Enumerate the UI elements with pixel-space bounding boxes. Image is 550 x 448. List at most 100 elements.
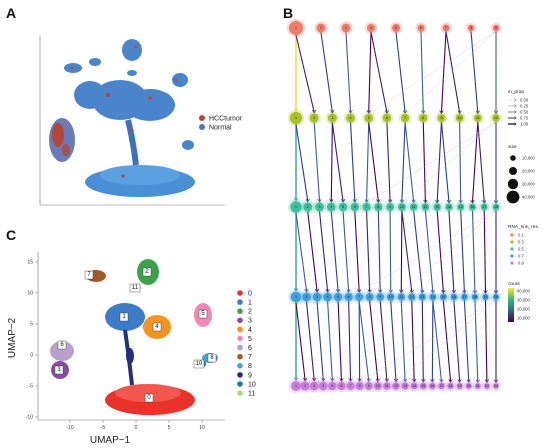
tree-node xyxy=(303,202,313,212)
tree-node-label: 14 xyxy=(412,384,416,388)
tree-edge xyxy=(470,31,479,113)
tree-edge xyxy=(460,210,465,293)
tree-edge-arrow xyxy=(399,199,404,204)
tree-node xyxy=(457,203,465,211)
tree-node-label: 3 xyxy=(319,205,321,209)
tree-edge xyxy=(389,210,392,292)
tree-node-label: 8 xyxy=(377,205,379,209)
tree-node-label: 9 xyxy=(495,26,497,30)
tree-node xyxy=(374,202,383,212)
tree-edge-arrow xyxy=(421,110,426,115)
legend-title-resolution: RNA_snn_res. xyxy=(508,224,539,230)
tree-node-label: 9 xyxy=(389,205,391,209)
tree-node-label: 16 xyxy=(452,295,456,299)
tree-edge-arrow xyxy=(393,378,399,383)
tree-edge-arrow xyxy=(457,110,462,115)
legend-label-cluster-4: 4 xyxy=(248,327,252,334)
tree-node-label: 23 xyxy=(494,384,498,388)
tree-node xyxy=(312,292,322,302)
cluster-label-4: 4 xyxy=(155,324,159,330)
tree-node xyxy=(447,382,454,390)
tree-node-label: 4 xyxy=(322,384,324,388)
tree-edge-arrow xyxy=(441,289,446,294)
tree-node xyxy=(291,381,301,391)
tree-node-label: 13 xyxy=(420,295,424,299)
tree-node-label: 1 xyxy=(295,295,297,299)
cluster-label-3: 3 xyxy=(57,367,61,373)
tree-edge-arrow xyxy=(321,377,326,382)
tree-edge-arrow xyxy=(421,378,426,383)
tree-node xyxy=(309,381,319,391)
legend-swatch-cluster-0 xyxy=(237,290,243,296)
tree-node xyxy=(364,382,373,390)
legend-size-value: 40,000 xyxy=(522,195,535,200)
tree-node-label: 17 xyxy=(462,295,466,299)
tree-edge xyxy=(421,300,424,382)
tree-node xyxy=(437,114,446,122)
tree-edge-arrow xyxy=(448,379,453,383)
tree-node-label: 2 xyxy=(313,116,315,120)
tree-edge xyxy=(436,121,443,202)
cluster-label-11: 11 xyxy=(132,285,139,291)
tree-node xyxy=(439,293,447,301)
tree-edge xyxy=(401,210,413,292)
tree-edge xyxy=(316,301,324,381)
tree-node-label: 20 xyxy=(467,384,471,388)
tree-node xyxy=(315,202,324,212)
tree-node-label: 11 xyxy=(476,116,480,120)
cluster-label-7: 7 xyxy=(87,272,91,278)
x-tick-label: 0 xyxy=(135,425,138,431)
tree-node xyxy=(365,292,374,302)
tree-edge xyxy=(337,301,343,381)
tree-node xyxy=(355,381,364,391)
tree-edge-arrow xyxy=(330,378,335,382)
tree-node xyxy=(456,382,463,390)
tree-node xyxy=(419,113,428,123)
tree-node-label: 8 xyxy=(422,116,424,120)
legend-resolution-value: 0.5 xyxy=(518,247,524,252)
tree-node-label: 2 xyxy=(306,295,308,299)
tree-node xyxy=(469,203,476,211)
tree-node xyxy=(492,114,500,122)
tree-node-label: 3 xyxy=(345,26,347,30)
panel-a-umap-sample: A xyxy=(6,5,243,206)
tree-node xyxy=(392,382,400,390)
tree-edge-arrow xyxy=(348,378,353,383)
tree-node xyxy=(373,382,382,390)
tree-node xyxy=(376,293,385,301)
tree-edge xyxy=(483,210,487,293)
tree-node-label: 12 xyxy=(494,116,498,120)
tree-edge-arrow xyxy=(399,289,404,294)
tree-node xyxy=(409,203,418,211)
tree-edge xyxy=(330,211,339,292)
legend-count-value: 30,000 xyxy=(517,298,530,303)
tree-node-label: 2 xyxy=(320,26,322,30)
tree-node xyxy=(429,293,437,301)
tree-edge xyxy=(459,121,462,203)
tree-node-label: 4 xyxy=(350,116,352,120)
tree-edge-arrow xyxy=(435,199,440,204)
tree-node xyxy=(337,381,346,391)
tree-edge xyxy=(313,122,321,202)
cluster-label-10: 10 xyxy=(196,361,203,367)
tree-node xyxy=(480,203,488,211)
tree-edge-faint xyxy=(359,210,497,294)
tree-edge xyxy=(471,210,476,293)
tree-node xyxy=(328,381,337,391)
tree-node xyxy=(418,293,426,301)
tree-node xyxy=(401,382,409,390)
legend-swatch-cluster-1 xyxy=(237,299,243,305)
tree-node xyxy=(338,202,348,212)
tree-edge-arrow xyxy=(346,289,351,293)
legend-count-colorbar xyxy=(508,288,514,322)
y-tick-label: 0 xyxy=(30,353,33,359)
tree-node xyxy=(438,382,445,390)
tree-edge-arrow xyxy=(367,289,372,294)
legend-label-cluster-11: 11 xyxy=(248,391,255,398)
tree-node xyxy=(400,113,410,123)
tree-node xyxy=(318,381,328,391)
tree-node xyxy=(419,382,427,390)
tree-edge-arrow xyxy=(330,109,335,114)
tree-edge-arrow xyxy=(293,108,299,113)
